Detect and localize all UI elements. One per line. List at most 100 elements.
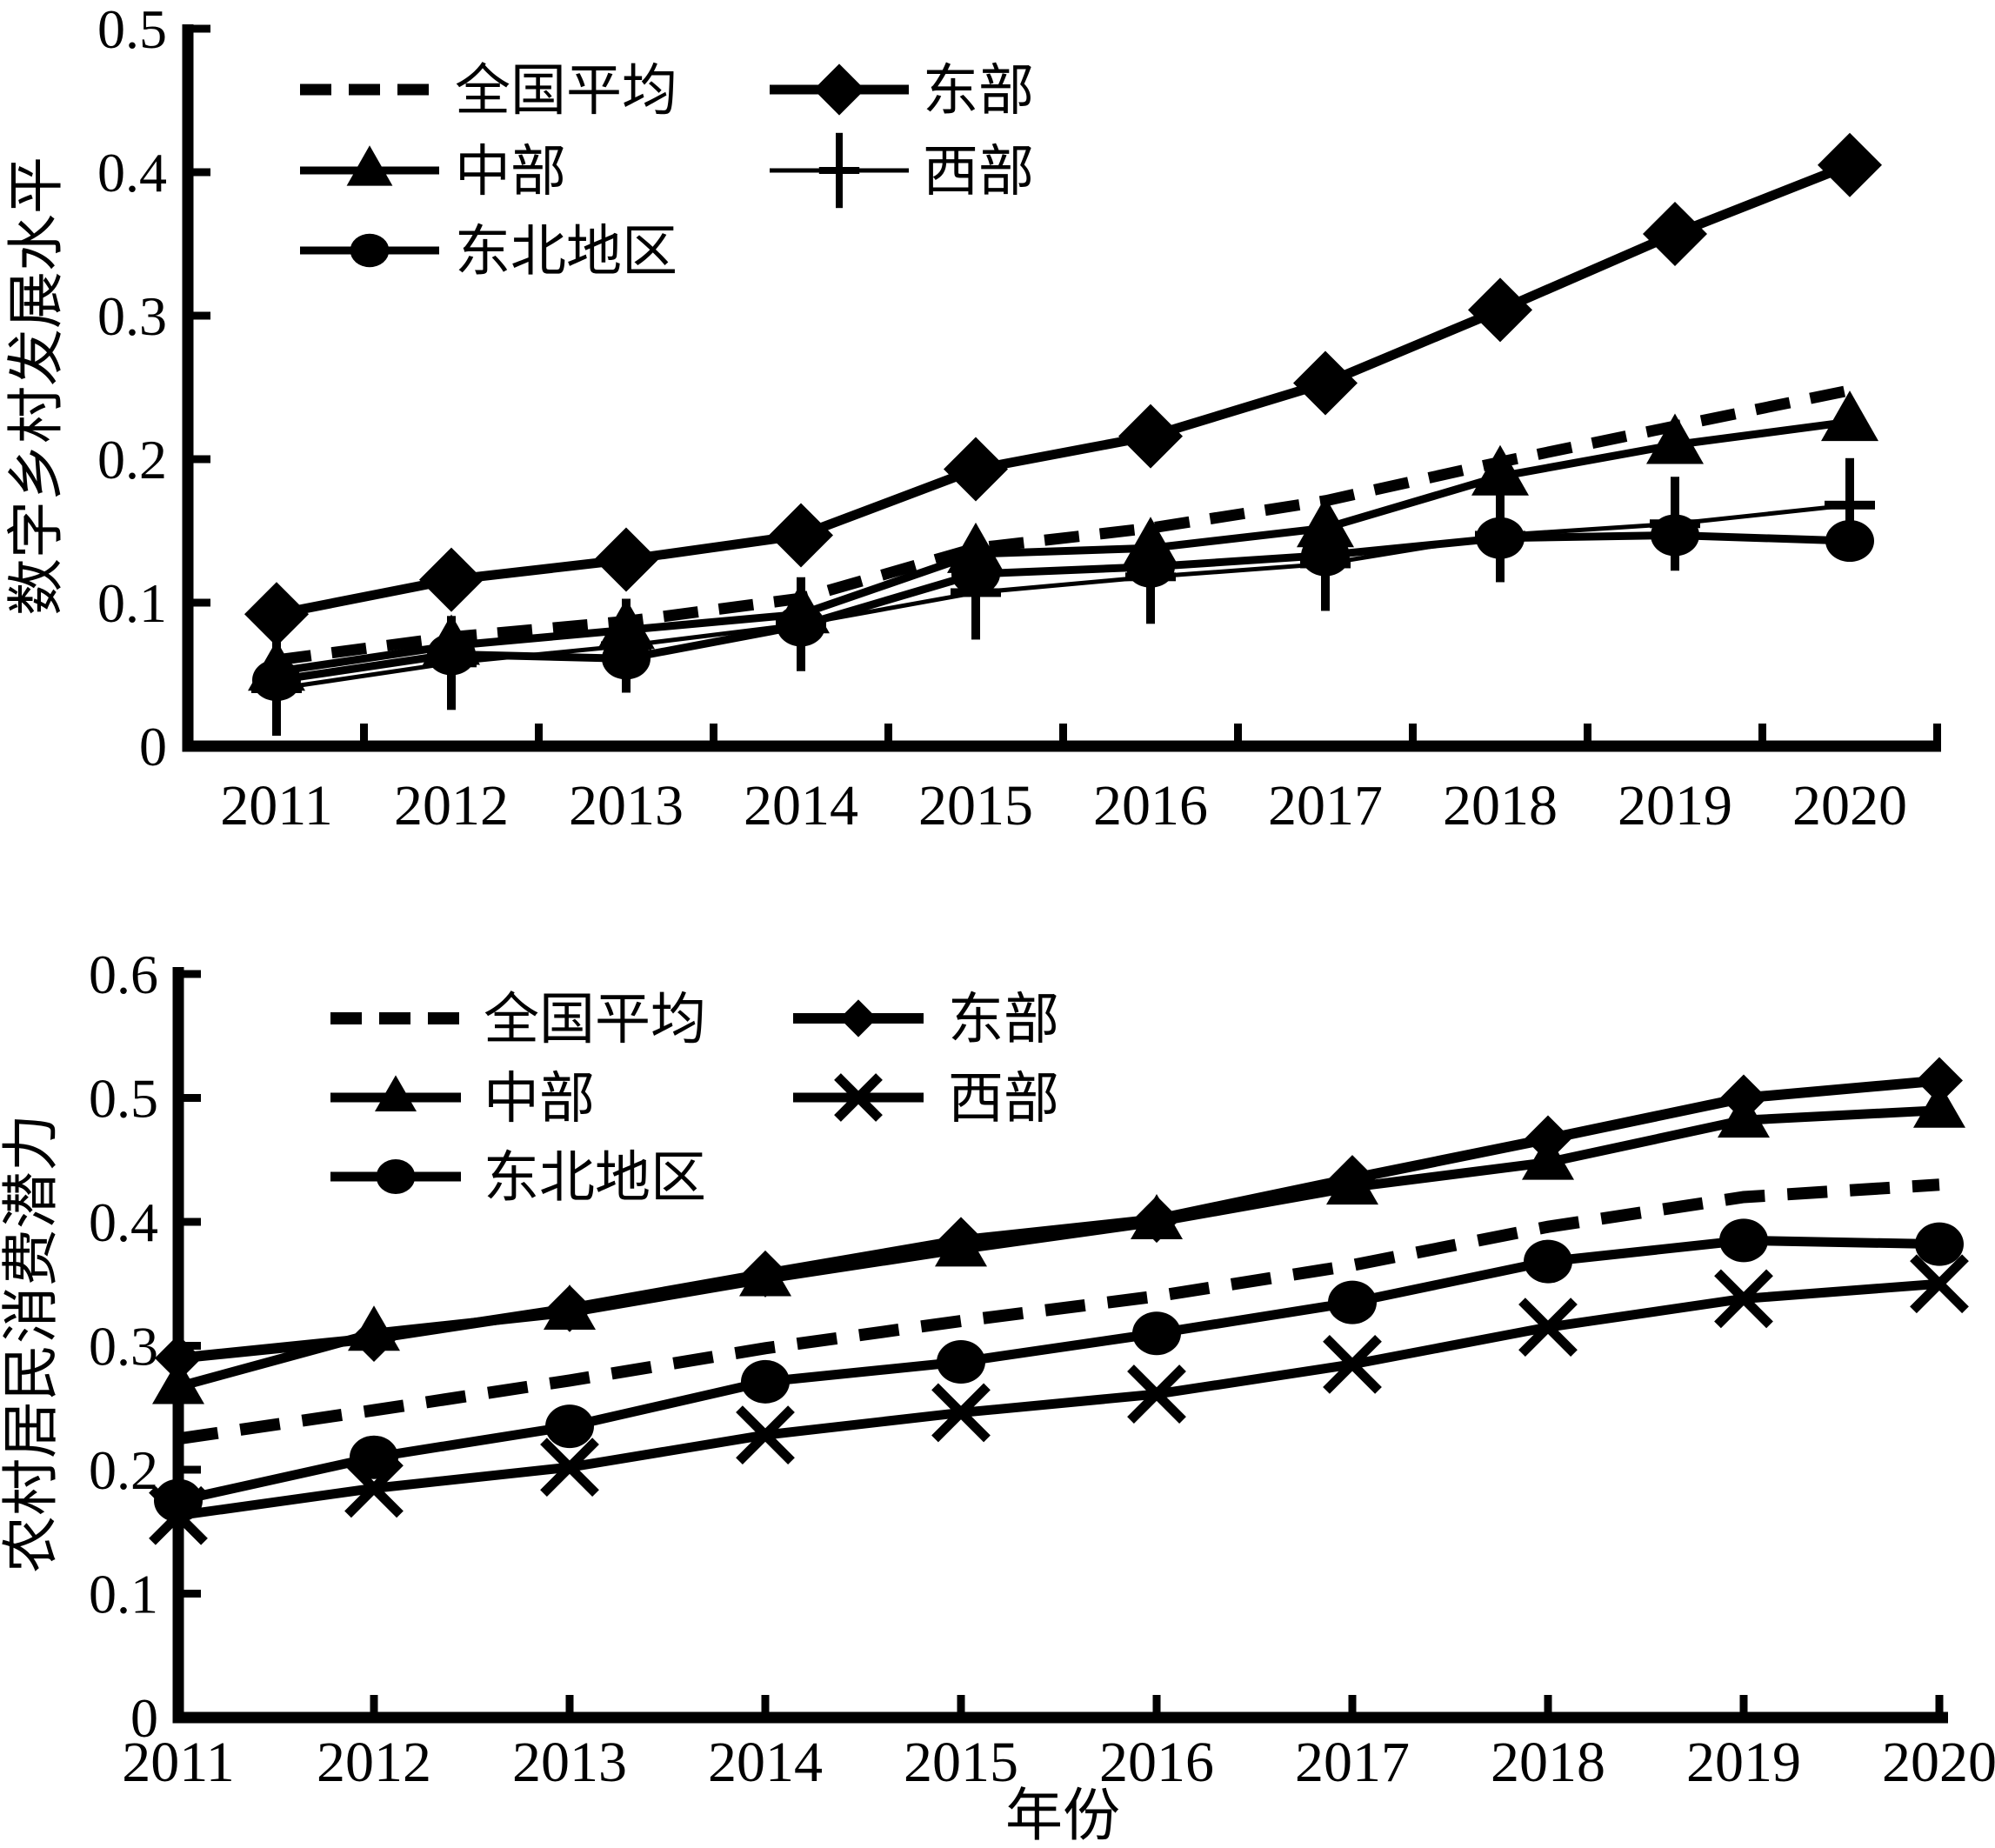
tick-labels: 0 0.1 0.2 0.3 0.4 0.5 0.6 2011 2012 2013 2014 2015 2… (89, 944, 1995, 1794)
triangle-marker (739, 1251, 791, 1297)
axes (182, 24, 1941, 752)
digital-rural-development-chart-svg: 0 0.1 0.2 0.3 0.4 0.5 2011 2012 2013 2014 2015 2016… (5, 0, 1941, 837)
x-tick-label: 2013 (569, 774, 684, 837)
series-line (275, 160, 1852, 619)
circle-marker (1825, 520, 1874, 563)
circle-marker (252, 659, 301, 702)
circle-marker (1651, 514, 1699, 557)
series-line (276, 530, 1851, 684)
x-tick-label: 2016 (1093, 774, 1208, 837)
legend-label: 西部 (923, 141, 1034, 203)
triangle-marker (348, 1305, 400, 1351)
chart-digital-rural-development: 0 0.1 0.2 0.3 0.4 0.5 2011 2012 2013 2014 2015 2016… (0, 0, 1995, 874)
diamond-marker (1468, 277, 1532, 343)
x-tick-label: 2020 (1882, 1731, 1995, 1794)
plus-marker (1825, 500, 1875, 510)
circle-marker (1328, 1280, 1377, 1324)
x-tick-label: 2018 (1443, 774, 1558, 837)
x-marker (736, 1405, 795, 1464)
x-tick-label: 2020 (1792, 774, 1907, 837)
circle-marker (777, 604, 825, 647)
series-line (276, 384, 1852, 666)
legend-label: 东北地区 (455, 221, 677, 283)
circle-marker (1524, 1239, 1572, 1284)
x-tick-label: 2015 (904, 1731, 1018, 1794)
diamond-marker (1643, 201, 1707, 266)
diamond-marker (1293, 350, 1358, 416)
rural-consumption-potential-chart-svg: 0 0.1 0.2 0.3 0.4 0.5 0.6 2011 2012 2013 2014 2015 2… (0, 944, 1995, 1848)
plus-marker (818, 167, 860, 174)
x-tick-label: 2015 (918, 774, 1033, 837)
diamond-marker (839, 999, 877, 1037)
legend-label: 东北地区 (484, 1147, 706, 1209)
y-tick-label: 0.4 (89, 1191, 158, 1253)
diamond-marker (813, 63, 865, 116)
tick-labels: 0 0.1 0.2 0.3 0.4 0.5 2011 2012 2013 2014 2015 2016… (97, 0, 1907, 837)
triangle-marker (935, 1221, 987, 1267)
diamond-marker (944, 437, 1008, 502)
circle-marker (427, 633, 476, 676)
x-marker (834, 1073, 883, 1122)
triangle-marker (346, 145, 393, 186)
diamond-marker (594, 527, 658, 592)
triangle-marker (375, 1075, 417, 1111)
x-tick-label: 2017 (1268, 774, 1383, 837)
diamond-marker (769, 503, 833, 568)
y-tick-label: 0.5 (97, 0, 167, 60)
series-全国平均 (177, 1178, 1940, 1445)
diamond-marker (1118, 404, 1183, 469)
circle-marker (1301, 534, 1350, 577)
triangle-marker (544, 1284, 596, 1331)
circle-marker (1132, 1311, 1181, 1356)
x-marker (540, 1438, 599, 1498)
diamond-marker (155, 1334, 202, 1382)
legend-label: 东部 (923, 60, 1034, 122)
legend-label: 中部 (484, 1068, 595, 1130)
circle-marker (602, 637, 651, 680)
y-tick-label: 0.5 (89, 1068, 158, 1130)
x-tick-label: 2016 (1099, 1731, 1214, 1794)
x-axis-title: 年份 (1005, 1785, 1120, 1848)
legend-label: 中部 (455, 141, 566, 203)
y-tick-label: 0 (130, 1687, 158, 1749)
chart-rural-consumption-potential: 0 0.1 0.2 0.3 0.4 0.5 0.6 2011 2012 2013 2014 2015 2… (0, 870, 1995, 1848)
circle-marker (545, 1404, 594, 1449)
series-line (177, 1278, 1940, 1521)
x-tick-label: 2013 (512, 1731, 627, 1794)
x-marker (1714, 1269, 1773, 1329)
y-axis-title: 数字乡村发展水平 (5, 157, 69, 616)
series-全国平均 (276, 384, 1852, 666)
x-tick-label: 2019 (1686, 1731, 1801, 1794)
x-marker (1518, 1298, 1578, 1358)
triangle-marker (1326, 1159, 1378, 1205)
series-西部 (251, 457, 1875, 736)
y-tick-label: 0.1 (97, 572, 167, 634)
triangle-marker (1471, 444, 1529, 496)
circle-marker (1719, 1218, 1768, 1263)
circle-marker (937, 1340, 985, 1384)
y-tick-label: 0.3 (89, 1316, 158, 1378)
legend-label: 全国平均 (455, 60, 677, 122)
circle-marker (376, 1159, 416, 1194)
x-tick-label: 2012 (317, 1731, 431, 1794)
circle-marker (1126, 545, 1175, 588)
triangle-marker (152, 1358, 204, 1404)
x-marker (1910, 1254, 1969, 1314)
x-tick-label: 2011 (220, 774, 333, 837)
x-tick-label: 2011 (122, 1731, 235, 1794)
triangle-marker (1522, 1134, 1574, 1180)
y-tick-label: 0.2 (97, 429, 167, 490)
series-中部 (152, 1082, 1965, 1404)
triangle-marker (1821, 390, 1878, 442)
circle-marker (350, 1435, 398, 1479)
circle-marker (1915, 1222, 1964, 1266)
circle-marker (154, 1478, 203, 1523)
x-tick-label: 2012 (394, 774, 509, 837)
legend-label: 东部 (948, 989, 1059, 1051)
x-marker (931, 1383, 991, 1443)
x-tick-label: 2014 (744, 774, 858, 837)
diamond-marker (1818, 132, 1882, 197)
circle-marker (350, 233, 390, 268)
